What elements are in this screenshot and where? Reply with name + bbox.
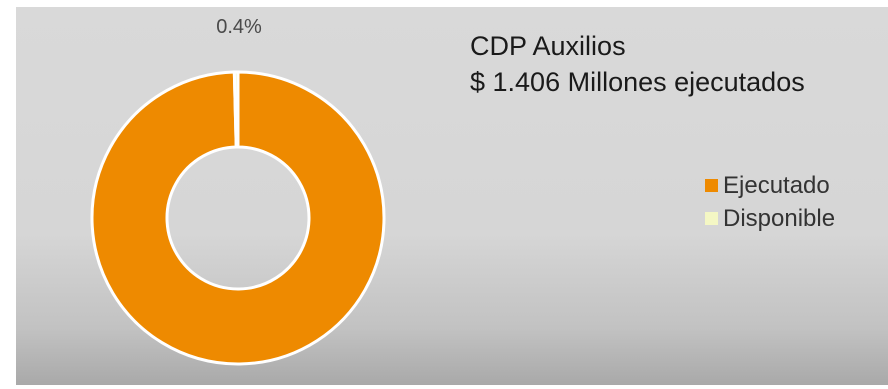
slice-disponible[interactable] [232,70,240,149]
data-label-disponible: 0.4% [216,16,262,38]
legend-label-disponible: Disponible [723,204,836,232]
slice-ejecutado[interactable] [90,70,386,366]
chart-title: CDP Auxilios [470,31,626,61]
legend-item-disponible[interactable]: Disponible [705,202,835,235]
legend-swatch-disponible [705,212,718,225]
legend-swatch-ejecutado [705,179,718,192]
donut-chart: 0.4% [90,16,386,366]
chart-subtitle: $ 1.406 Millones ejecutados [470,67,805,97]
chart-title-block: CDP Auxilios $ 1.406 Millones ejecutados [470,28,805,100]
legend-label-ejecutado: Ejecutado [723,171,830,199]
legend-item-ejecutado[interactable]: Ejecutado [705,169,835,202]
legend: Ejecutado Disponible [705,169,835,235]
chart-panel: 0.4% CDP Auxilios $ 1.406 Millones ejecu… [16,7,888,385]
